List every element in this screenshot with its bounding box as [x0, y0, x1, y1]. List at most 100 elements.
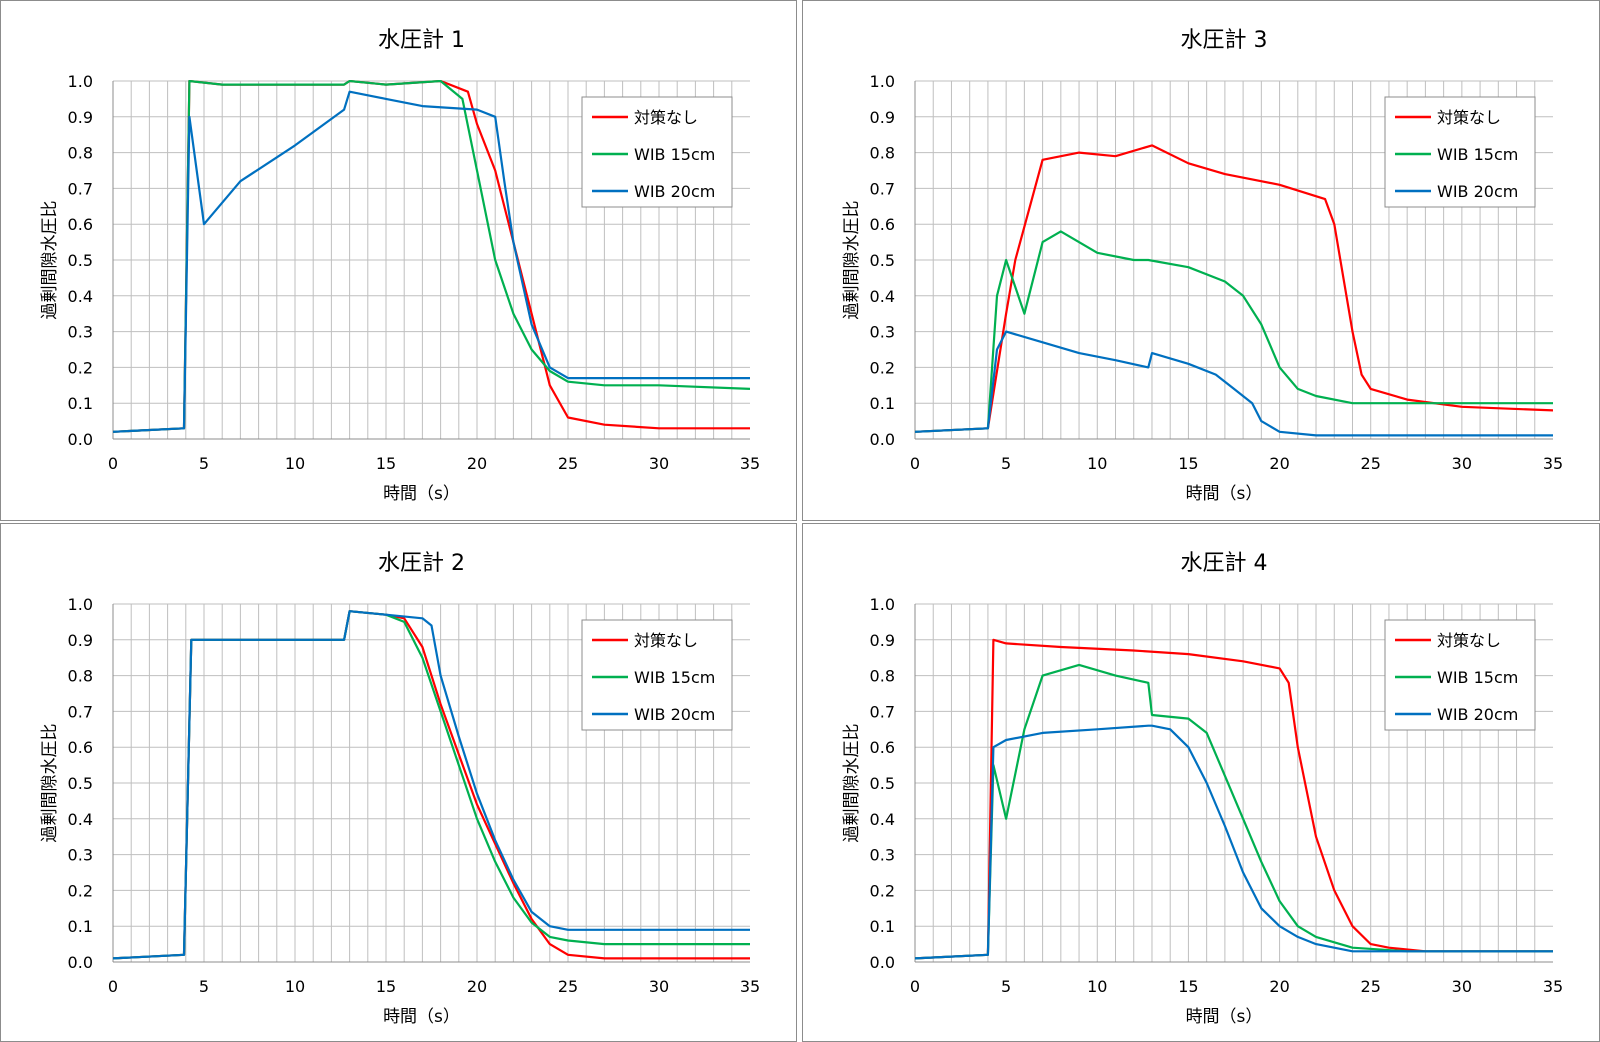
y-tick-label: 0.0	[68, 953, 93, 972]
legend: 対策なし WIB 15cm WIB 20cm	[1384, 619, 1536, 731]
y-tick-label: 0.0	[870, 953, 895, 972]
x-tick-label: 35	[740, 454, 760, 473]
y-tick-label: 0.9	[68, 108, 93, 127]
chart-title: 水圧計 3	[1181, 28, 1268, 53]
y-tick-label: 1.0	[870, 72, 895, 91]
legend-label-3: WIB 20cm	[634, 705, 715, 724]
x-tick-label: 30	[1452, 454, 1472, 473]
y-tick-label: 1.0	[870, 595, 895, 614]
y-tick-label: 0.3	[870, 323, 895, 342]
x-tick-label: 5	[1001, 454, 1011, 473]
x-tick-label: 5	[199, 454, 209, 473]
y-tick-label: 0.9	[68, 631, 93, 650]
y-tick-label: 0.1	[68, 394, 93, 413]
y-axis-label: 過剰間隙水圧比	[842, 724, 862, 843]
chart-panel-4: 水圧計 4 0.0 0.1 0.2 0.3 0.4 0.5 0.6 0.7 0.8 0.9 1.0 0 5…	[802, 523, 1600, 1042]
y-tick-label: 0.1	[68, 917, 93, 936]
x-tick-label: 35	[1543, 977, 1563, 996]
y-tick-label: 0.2	[68, 881, 93, 900]
legend-label-2: WIB 15cm	[634, 145, 715, 164]
y-tick-label: 0.6	[68, 215, 93, 234]
y-axis-label: 過剰間隙水圧比	[40, 201, 60, 320]
x-tick-label: 5	[1001, 977, 1011, 996]
legend-box	[581, 619, 733, 731]
chart-1: 水圧計 1 0.0 0.1 0.2 0.3 0.4 0.5 0.6 0.7 0.8 0.9 1.0 0 5…	[40, 28, 760, 504]
legend-box	[581, 96, 733, 208]
legend-label-1: 対策なし	[1437, 108, 1501, 127]
x-tick-label: 10	[1087, 977, 1107, 996]
series-line-1	[915, 144, 1553, 433]
y-axis-label: 過剰間隙水圧比	[40, 724, 60, 843]
y-tick-label: 0.8	[68, 667, 93, 686]
y-tick-label: 0.7	[68, 179, 93, 198]
x-tick-label: 20	[1269, 977, 1289, 996]
y-tick-label: 0.2	[870, 881, 895, 900]
x-tick-label: 10	[1087, 454, 1107, 473]
x-tick-label: 10	[285, 454, 305, 473]
legend-label-1: 対策なし	[634, 631, 698, 650]
series-group	[915, 638, 1553, 960]
legend-label-2: WIB 15cm	[1437, 145, 1518, 164]
y-tick-label: 0.0	[68, 430, 93, 449]
y-tick-label: 0.0	[870, 430, 895, 449]
y-tick-label: 0.1	[870, 394, 895, 413]
y-tick-label: 0.4	[870, 810, 895, 829]
x-tick-label: 15	[376, 977, 396, 996]
y-tick-label: 0.1	[870, 917, 895, 936]
x-tick-label: 20	[467, 977, 487, 996]
y-tick-label: 0.9	[870, 631, 895, 650]
chart-3: 水圧計 2 0.0 0.1 0.2 0.3 0.4 0.5 0.6 0.7 0.8 0.9 1.0 0 5…	[40, 551, 760, 1027]
chart-title: 水圧計 4	[1181, 551, 1268, 576]
x-tick-label: 5	[199, 977, 209, 996]
y-tick-label: 0.7	[68, 702, 93, 721]
chart-4: 水圧計 4 0.0 0.1 0.2 0.3 0.4 0.5 0.6 0.7 0.8 0.9 1.0 0 5…	[842, 551, 1563, 1027]
chart-title: 水圧計 1	[378, 28, 465, 53]
legend: 対策なし WIB 15cm WIB 20cm	[581, 96, 733, 208]
legend-label-2: WIB 15cm	[634, 668, 715, 687]
x-tick-label: 35	[1543, 454, 1563, 473]
legend-label-3: WIB 20cm	[1437, 182, 1518, 201]
series-line-3	[915, 330, 1553, 437]
y-tick-label: 0.5	[68, 774, 93, 793]
x-tick-label: 30	[1452, 977, 1472, 996]
series-group	[113, 610, 750, 960]
y-tick-label: 0.6	[870, 738, 895, 757]
x-tick-label: 25	[1361, 454, 1381, 473]
x-tick-label: 25	[1361, 977, 1381, 996]
legend: 対策なし WIB 15cm WIB 20cm	[1384, 96, 1536, 208]
x-tick-label: 25	[558, 454, 578, 473]
x-tick-label: 35	[740, 977, 760, 996]
x-axis-label: 時間（s）	[383, 1007, 460, 1027]
chart-title: 水圧計 2	[378, 551, 465, 576]
x-tick-label: 30	[649, 454, 669, 473]
x-tick-label: 10	[285, 977, 305, 996]
series-line-3	[915, 724, 1553, 960]
y-tick-label: 1.0	[68, 595, 93, 614]
y-tick-label: 0.8	[68, 144, 93, 163]
chart-2: 水圧計 3 0.0 0.1 0.2 0.3 0.4 0.5 0.6 0.7 0.8 0.9 1.0 0 5…	[842, 28, 1563, 504]
x-tick-label: 15	[1178, 977, 1198, 996]
grid	[915, 603, 1553, 962]
x-tick-label: 25	[558, 977, 578, 996]
legend-label-1: 対策なし	[1437, 631, 1501, 650]
series-line-2	[915, 230, 1553, 433]
series-line-2	[113, 80, 750, 433]
x-tick-label: 15	[376, 454, 396, 473]
y-tick-label: 0.4	[870, 287, 895, 306]
legend-label-3: WIB 20cm	[634, 182, 715, 201]
x-tick-label: 0	[108, 977, 118, 996]
legend-label-1: 対策なし	[634, 108, 698, 127]
y-tick-label: 0.2	[870, 358, 895, 377]
x-tick-label: 0	[910, 977, 920, 996]
series-line-3	[113, 610, 750, 960]
x-tick-label: 0	[108, 454, 118, 473]
y-tick-label: 0.7	[870, 179, 895, 198]
y-tick-label: 0.4	[68, 287, 93, 306]
y-tick-label: 0.6	[68, 738, 93, 757]
series-group	[113, 80, 750, 433]
y-tick-label: 0.3	[68, 323, 93, 342]
y-tick-label: 0.2	[68, 358, 93, 377]
series-line-1	[915, 638, 1553, 960]
y-axis-label: 過剰間隙水圧比	[842, 201, 862, 320]
y-tick-label: 0.5	[870, 251, 895, 270]
